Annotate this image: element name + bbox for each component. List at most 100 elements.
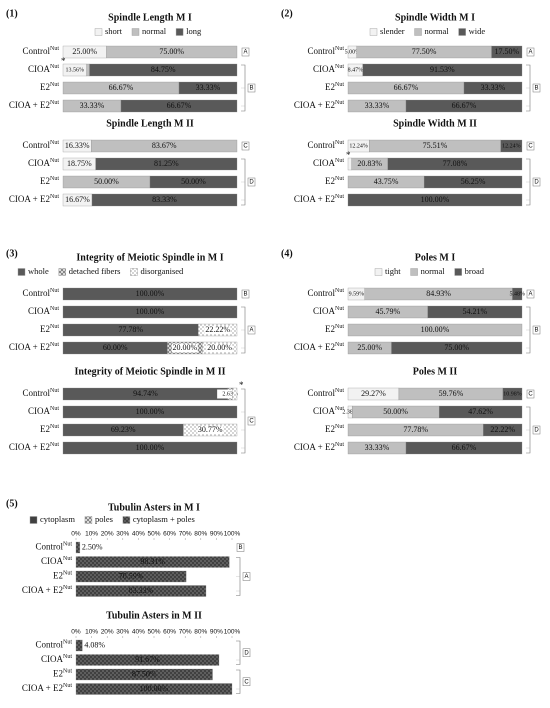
value-label: 12.24% — [502, 143, 521, 149]
group-letter: C — [528, 144, 533, 150]
category-label: CIOA + E2Nut — [294, 442, 344, 452]
bar-segment — [89, 63, 238, 77]
letter-box — [526, 389, 535, 399]
category-superscript: Nut — [335, 100, 344, 106]
value-label: 47.62% — [468, 407, 493, 416]
category-superscript: Nut — [63, 542, 72, 548]
bar-segment — [95, 157, 238, 171]
value-label: 70.59% — [119, 571, 144, 580]
bar-segment — [423, 175, 523, 189]
letter-box — [532, 425, 541, 435]
chart-title: Tubulin Asters in M II — [106, 610, 202, 621]
category-label: ControlNut — [22, 388, 59, 398]
category-superscript: Nut — [50, 140, 59, 146]
bar-segment — [91, 193, 238, 207]
category-superscript: Nut — [335, 194, 344, 200]
group-letter: D — [534, 180, 539, 186]
value-label: 66.67% — [167, 101, 192, 110]
category-superscript: Nut — [335, 82, 344, 88]
value-label: 5.48% — [509, 291, 525, 297]
bar-segment — [178, 81, 238, 95]
x-tick-label: 80% — [194, 531, 207, 538]
category-superscript: Nut — [63, 571, 72, 577]
label-bg — [217, 389, 244, 399]
group-letter: C — [528, 392, 533, 398]
category-superscript: Nut — [335, 158, 344, 164]
x-tick-label: 10% — [85, 629, 98, 636]
x-tick-label: 30% — [116, 629, 129, 636]
value-label: 100.00% — [136, 289, 165, 298]
category-superscript: Nut — [335, 46, 344, 52]
bar-segment — [86, 63, 90, 77]
legend-label: long — [186, 26, 202, 36]
value-label: 25.00% — [357, 343, 382, 352]
legend-swatch — [454, 268, 462, 276]
bar-segment — [362, 63, 523, 77]
chart-title: Spindle Width M II — [393, 118, 477, 129]
significance-marker: * — [239, 380, 244, 390]
value-label: 20.00% — [207, 343, 232, 352]
group-letter: D — [244, 650, 249, 656]
letter-box — [532, 177, 541, 187]
legend-label: poles — [95, 514, 113, 524]
bar-segment — [62, 287, 238, 301]
category-label: CIOA + E2Nut — [294, 100, 344, 110]
letter-box — [532, 83, 541, 93]
category-superscript: Nut — [63, 669, 72, 675]
value-label: 84.75% — [151, 65, 176, 74]
bar-segment — [75, 570, 187, 583]
value-label: 50.00% — [383, 407, 408, 416]
category-label: CIOANut — [28, 158, 59, 168]
category-label: CIOANut — [313, 406, 344, 416]
legend-swatch — [410, 268, 418, 276]
category-superscript: Nut — [50, 324, 59, 330]
category-superscript: Nut — [335, 406, 344, 412]
letter-box — [242, 648, 251, 657]
value-label: 20.00% — [172, 343, 197, 352]
group-letter: C — [243, 144, 248, 150]
letter-box — [247, 416, 256, 426]
category-superscript: Nut — [63, 640, 72, 646]
bar-segment — [491, 45, 523, 59]
panel-label: (4) — [281, 248, 293, 259]
bar-segment — [232, 387, 238, 401]
chart-title: Spindle Length M I — [108, 12, 192, 23]
category-label: CIOA + E2Nut — [9, 100, 59, 110]
category-superscript: Nut — [335, 424, 344, 430]
value-label: 66.67% — [452, 101, 477, 110]
category-label: CIOANut — [41, 556, 72, 566]
value-label: 33.33% — [365, 101, 390, 110]
legend-label: slender — [380, 26, 405, 36]
legend-swatch — [29, 516, 38, 524]
legend-label: wide — [469, 26, 486, 36]
value-label: 4.08% — [84, 640, 105, 649]
legend-label: tight — [385, 266, 401, 276]
bar-segment — [502, 387, 523, 401]
letter-box — [526, 47, 535, 57]
value-label: 81.25% — [154, 159, 179, 168]
category-superscript: Nut — [50, 424, 59, 430]
category-superscript: Nut — [335, 442, 344, 448]
x-tick-label: 40% — [132, 531, 145, 538]
x-tick-label: 30% — [116, 531, 129, 538]
category-superscript: Nut — [50, 64, 59, 70]
group-letter: C — [244, 679, 249, 685]
category-label: CIOA + E2Nut — [22, 683, 72, 693]
value-label: 16.67% — [65, 195, 90, 204]
x-tick-label: 50% — [147, 531, 160, 538]
bar-segment — [75, 541, 81, 554]
group-letter: D — [249, 180, 254, 186]
panel-label: (1) — [6, 8, 18, 19]
value-label: 77.08% — [443, 159, 468, 168]
x-tick-label: 70% — [179, 629, 192, 636]
legend-swatch — [458, 28, 466, 36]
category-superscript: Nut — [335, 324, 344, 330]
legend-swatch — [175, 28, 184, 36]
value-label: 9.59% — [349, 291, 365, 297]
category-superscript: Nut — [50, 46, 59, 52]
category-superscript: Nut — [50, 306, 59, 312]
significance-marker: * — [61, 56, 66, 66]
bar-segment — [75, 654, 220, 666]
value-label: 43.75% — [374, 177, 399, 186]
x-tick-label: 10% — [85, 531, 98, 538]
